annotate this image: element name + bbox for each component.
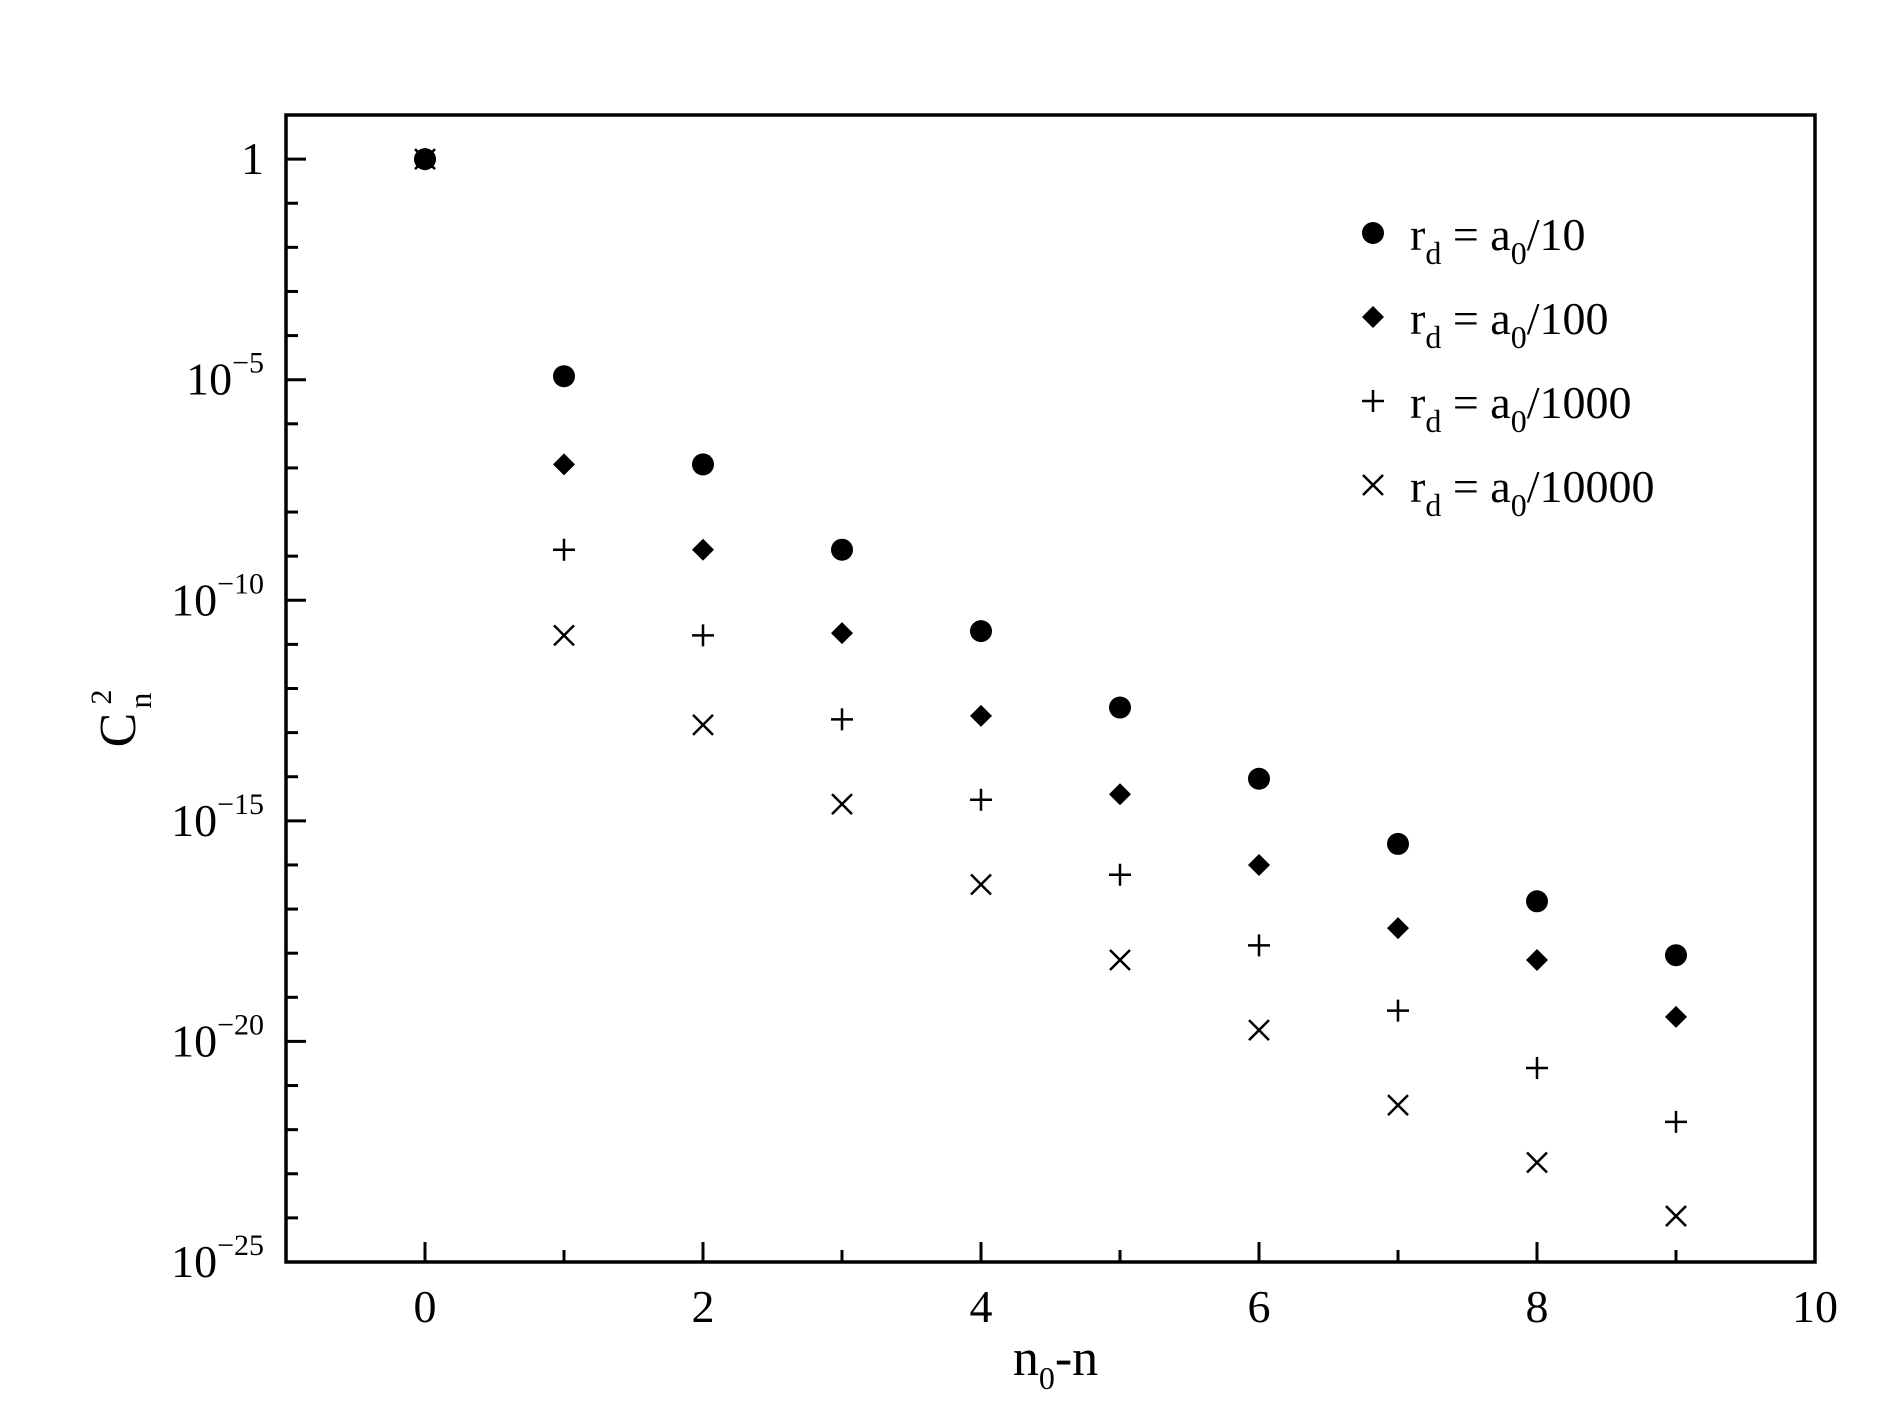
y-axis-label-sup: 2 — [85, 690, 118, 705]
axis-ticks — [286, 113, 1678, 1264]
legend-marker-plus — [1362, 390, 1384, 412]
x-axis-label-sub: 0 — [1039, 1360, 1055, 1396]
point-cross-7 — [1387, 1094, 1409, 1116]
point-circle-5 — [1109, 696, 1131, 719]
point-circle-8 — [1526, 890, 1548, 913]
point-plus-5 — [1109, 863, 1131, 886]
y-tick-labels: 1 10−5 10−10 10−15 10−20 10−25 — [171, 133, 264, 1287]
plot-frame — [284, 113, 1817, 1264]
point-plus-1 — [553, 538, 575, 561]
point-plus-6 — [1248, 934, 1270, 957]
point-diamond-3 — [831, 622, 853, 645]
point-diamond-9 — [1665, 1005, 1687, 1028]
legend-entry-label: rd = a0/100 — [1410, 293, 1608, 355]
point-circle-2 — [692, 453, 714, 476]
point-plus-9 — [1665, 1110, 1687, 1133]
point-plus-2 — [692, 624, 714, 647]
y-axis-label: Cn2 — [85, 690, 158, 748]
x-axis-label: n0-n — [1013, 1330, 1098, 1396]
point-cross-4 — [970, 873, 992, 896]
point-plus-4 — [970, 788, 992, 811]
x-tick-label: 6 — [1248, 1281, 1271, 1332]
y-axis-label-sub: n — [122, 693, 158, 709]
point-circle-4 — [970, 620, 992, 643]
legend-marker-diamond — [1362, 306, 1384, 328]
legend-entry-label: rd = a0/10000 — [1410, 461, 1654, 523]
point-cross-2 — [692, 713, 714, 736]
point-cross-6 — [1248, 1019, 1270, 1042]
point-circle-9 — [1665, 944, 1687, 967]
legend-marker-circle — [1362, 222, 1384, 244]
x-tick-labels: 0 2 4 6 8 10 — [414, 1281, 1839, 1332]
point-diamond-1 — [553, 453, 575, 476]
point-diamond-5 — [1109, 783, 1131, 806]
x-axis-label-base: n — [1013, 1330, 1039, 1387]
point-plus-7 — [1387, 999, 1409, 1022]
x-tick-label: 4 — [970, 1281, 993, 1332]
svg-text:Cn2: Cn2 — [85, 690, 158, 748]
point-circle-6 — [1248, 767, 1270, 790]
legend: rd = a0/10 rd = a0/100 rd = a0/1000 rd = a0… — [1362, 209, 1654, 523]
y-tick-label: 1 — [241, 133, 264, 184]
y-tick-label: 10−25 — [171, 1229, 264, 1287]
point-cross-1 — [553, 624, 575, 647]
point-diamond-6 — [1248, 853, 1270, 876]
y-axis-label-base: C — [90, 713, 147, 748]
y-tick-label: 10−5 — [186, 347, 264, 405]
point-cross-3 — [831, 793, 853, 815]
y-tick-label: 10−10 — [171, 567, 264, 625]
y-tick-label: 10−15 — [171, 788, 264, 846]
legend-entry-label: rd = a0/1000 — [1410, 377, 1631, 439]
point-circle-7 — [1387, 832, 1409, 855]
point-cross-5 — [1109, 949, 1131, 971]
x-axis-label-rest: -n — [1055, 1330, 1098, 1387]
point-circle-1 — [553, 365, 575, 388]
x-tick-label: 10 — [1792, 1281, 1838, 1332]
point-diamond-2 — [692, 538, 714, 561]
x-tick-label: 0 — [414, 1281, 437, 1332]
point-circle-3 — [831, 538, 853, 561]
x-tick-label: 8 — [1526, 1281, 1549, 1332]
point-plus-8 — [1526, 1056, 1548, 1079]
x-tick-label: 2 — [692, 1281, 715, 1332]
legend-marker-cross — [1362, 474, 1384, 496]
y-tick-label: 10−20 — [171, 1008, 264, 1066]
point-cross-0 — [414, 148, 436, 170]
point-diamond-7 — [1387, 917, 1409, 940]
point-diamond-4 — [970, 704, 992, 727]
data-points — [414, 148, 1687, 1227]
point-plus-3 — [831, 708, 853, 731]
point-diamond-8 — [1526, 949, 1548, 972]
point-cross-8 — [1526, 1151, 1548, 1174]
legend-entry-label: rd = a0/10 — [1410, 209, 1585, 271]
point-cross-9 — [1665, 1205, 1687, 1227]
